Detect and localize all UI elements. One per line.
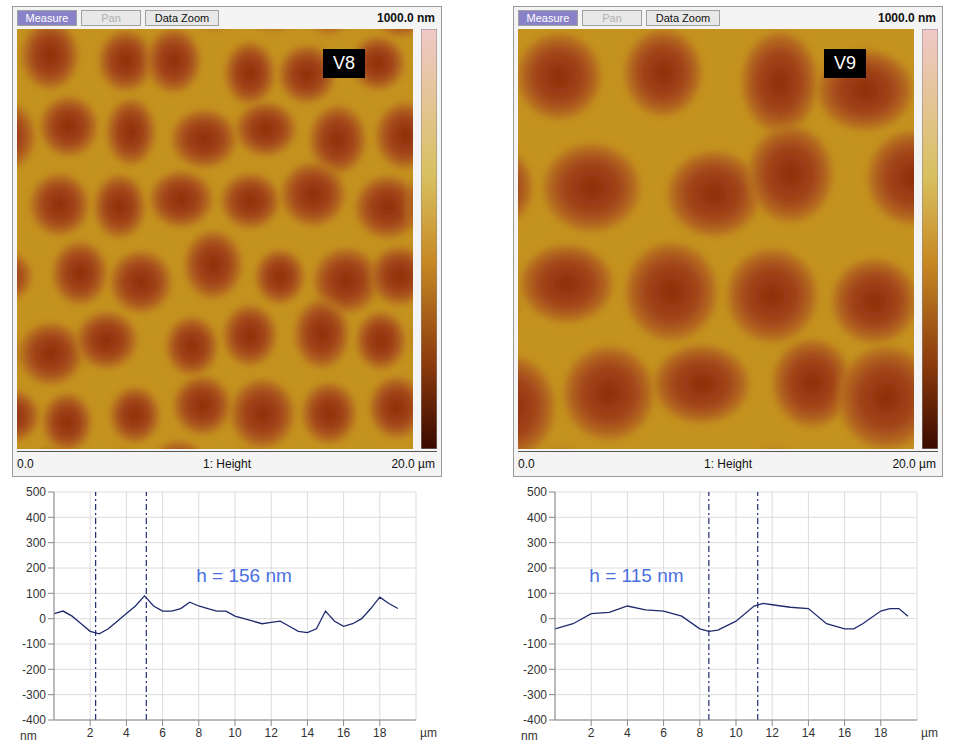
html-text:V8: V8 — [333, 53, 355, 73]
svg-text:-200: -200 — [523, 663, 547, 677]
svg-text:18: 18 — [874, 726, 888, 740]
html-text:Data Zoom: Data Zoom — [655, 12, 711, 24]
svg-text:14: 14 — [301, 726, 315, 740]
svg-text:2: 2 — [87, 726, 94, 740]
svg-text:6: 6 — [159, 726, 166, 740]
svg-text:0: 0 — [39, 612, 46, 626]
svg-text:400: 400 — [26, 511, 46, 525]
svg-text:2: 2 — [588, 726, 595, 740]
svg-text:-100: -100 — [523, 637, 547, 651]
svg-text:-300: -300 — [523, 688, 547, 702]
svg-text:-200: -200 — [22, 663, 46, 677]
svg-text:200: 200 — [527, 561, 547, 575]
svg-text:4: 4 — [624, 726, 631, 740]
html-text:nm: nm — [521, 729, 538, 743]
svg-text:16: 16 — [337, 726, 351, 740]
html-text:µm: µm — [420, 726, 437, 740]
html-text:1: Height: 1: Height — [203, 457, 251, 471]
svg-text:-400: -400 — [523, 713, 547, 727]
svg-text:500: 500 — [527, 486, 547, 499]
svg-text:12: 12 — [265, 726, 279, 740]
html-text:1000.0 nm: 1000.0 nm — [377, 11, 435, 25]
svg-text:4: 4 — [123, 726, 130, 740]
html-text:20.0 µm: 20.0 µm — [391, 457, 435, 471]
html-text:Data Zoom: Data Zoom — [154, 12, 210, 24]
svg-text:200: 200 — [26, 561, 46, 575]
svg-text:6: 6 — [660, 726, 667, 740]
svg-text:h = 156 nm: h = 156 nm — [196, 565, 292, 586]
svg-text:16: 16 — [838, 726, 852, 740]
svg-text:10: 10 — [729, 726, 743, 740]
svg-text:400: 400 — [527, 511, 547, 525]
svg-text:300: 300 — [527, 536, 547, 550]
html-text:Measure: Measure — [25, 12, 69, 24]
svg-text:18: 18 — [373, 726, 387, 740]
html-text:Measure: Measure — [526, 12, 570, 24]
html-text:1000.0 nm: 1000.0 nm — [878, 11, 936, 25]
html-text:20.0 µm: 20.0 µm — [892, 457, 936, 471]
html-text:0.0: 0.0 — [17, 457, 34, 471]
html-text:V9: V9 — [834, 53, 856, 73]
svg-text:12: 12 — [766, 726, 780, 740]
html-text:0.0: 0.0 — [518, 457, 535, 471]
svg-text:8: 8 — [195, 726, 202, 740]
svg-text:10: 10 — [228, 726, 242, 740]
svg-text:0: 0 — [540, 612, 547, 626]
svg-text:500: 500 — [26, 486, 46, 499]
svg-text:300: 300 — [26, 536, 46, 550]
svg-text:100: 100 — [26, 587, 46, 601]
svg-text:-400: -400 — [22, 713, 46, 727]
html-text:1: Height: 1: Height — [704, 457, 752, 471]
svg-text:h = 115 nm: h = 115 nm — [589, 565, 683, 586]
html-text:Pan: Pan — [602, 12, 622, 24]
html-text:µm: µm — [921, 726, 938, 740]
svg-text:100: 100 — [527, 587, 547, 601]
svg-text:8: 8 — [696, 726, 703, 740]
html-text:nm: nm — [20, 729, 37, 743]
html-text:Pan: Pan — [101, 12, 121, 24]
svg-text:-300: -300 — [22, 688, 46, 702]
svg-text:-100: -100 — [22, 637, 46, 651]
svg-text:14: 14 — [802, 726, 816, 740]
